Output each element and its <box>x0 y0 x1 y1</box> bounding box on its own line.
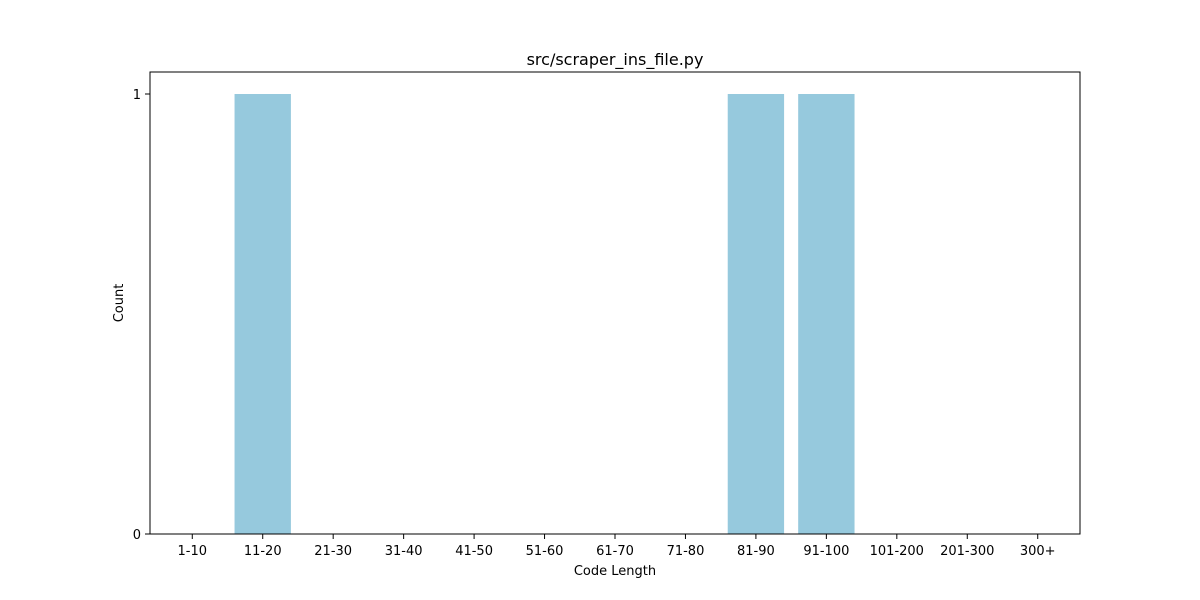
y-axis-label: Count <box>112 284 127 323</box>
x-tick-label: 11-20 <box>244 544 282 559</box>
x-tick-label: 51-60 <box>526 544 564 559</box>
x-tick-label: 61-70 <box>596 544 634 559</box>
bar-81-90 <box>727 94 785 534</box>
x-tick-label: 71-80 <box>667 544 705 559</box>
x-tick-label: 21-30 <box>314 544 352 559</box>
y-tick-label: 1 <box>133 88 141 103</box>
plot-frame <box>149 71 1081 535</box>
x-tick-label: 101-200 <box>870 544 924 559</box>
x-tick-label: 300+ <box>1020 544 1056 559</box>
y-tick-label: 0 <box>133 528 141 543</box>
x-tick-label: 91-100 <box>803 544 849 559</box>
x-tick-label: 31-40 <box>385 544 423 559</box>
x-axis-label: Code Length <box>574 564 656 579</box>
x-tick-label: 201-300 <box>940 544 994 559</box>
bar-11-20 <box>234 94 291 534</box>
bars-group <box>234 94 855 534</box>
x-tick-label: 81-90 <box>737 544 775 559</box>
x-tick-label: 1-10 <box>178 544 208 559</box>
bar-91-100 <box>798 94 855 534</box>
x-tick-label: 41-50 <box>455 544 493 559</box>
chart-title: src/scraper_ins_file.py <box>527 50 704 70</box>
x-axis-ticks: 1-10 11-20 21-30 31-40 41-50 51-60 61-70 71-80 8… <box>178 534 1056 559</box>
y-axis-ticks: 01 <box>133 88 150 543</box>
